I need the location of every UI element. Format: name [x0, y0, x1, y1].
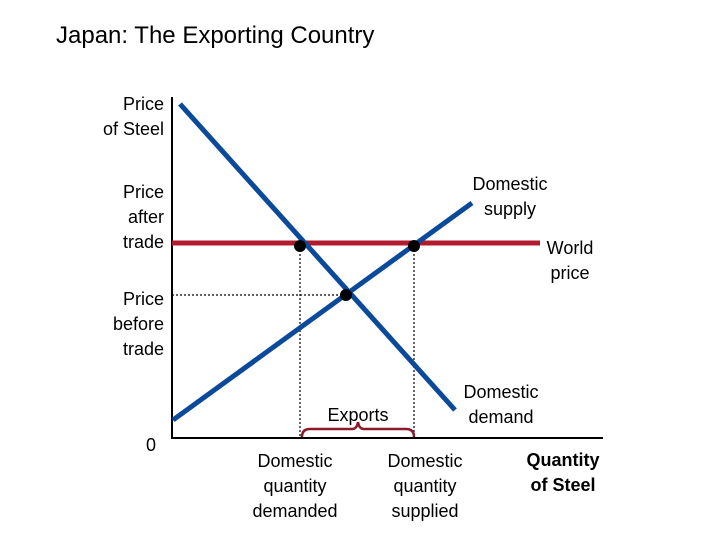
domestic-supply-label: Domestic supply: [472, 174, 548, 219]
price-after-trade-label: Price after trade: [122, 182, 164, 252]
domestic-supply-curve: [171, 200, 474, 423]
origin-label: 0: [146, 435, 157, 455]
diagram-title: Japan: The Exporting Country: [56, 22, 375, 49]
domestic-demand-label: Domestic demand: [463, 382, 539, 427]
x-axis-label: Quantity of Steel: [526, 450, 600, 495]
quantity-supplied-label: Domestic quantity supplied: [387, 451, 463, 521]
demand-world-price-point: [294, 240, 306, 252]
y-axis-label: Price of Steel: [102, 94, 164, 139]
supply-world-price-point: [408, 240, 420, 252]
quantity-demanded-label: Domestic quantity demanded: [252, 451, 338, 521]
domestic-demand-curve: [178, 102, 457, 412]
exports-label: Exports: [327, 405, 389, 425]
exports-brace: [300, 421, 416, 438]
price-before-trade-label: Price before trade: [112, 289, 164, 359]
world-price-label: World price: [546, 238, 594, 283]
domestic-equilibrium-point: [340, 289, 352, 301]
